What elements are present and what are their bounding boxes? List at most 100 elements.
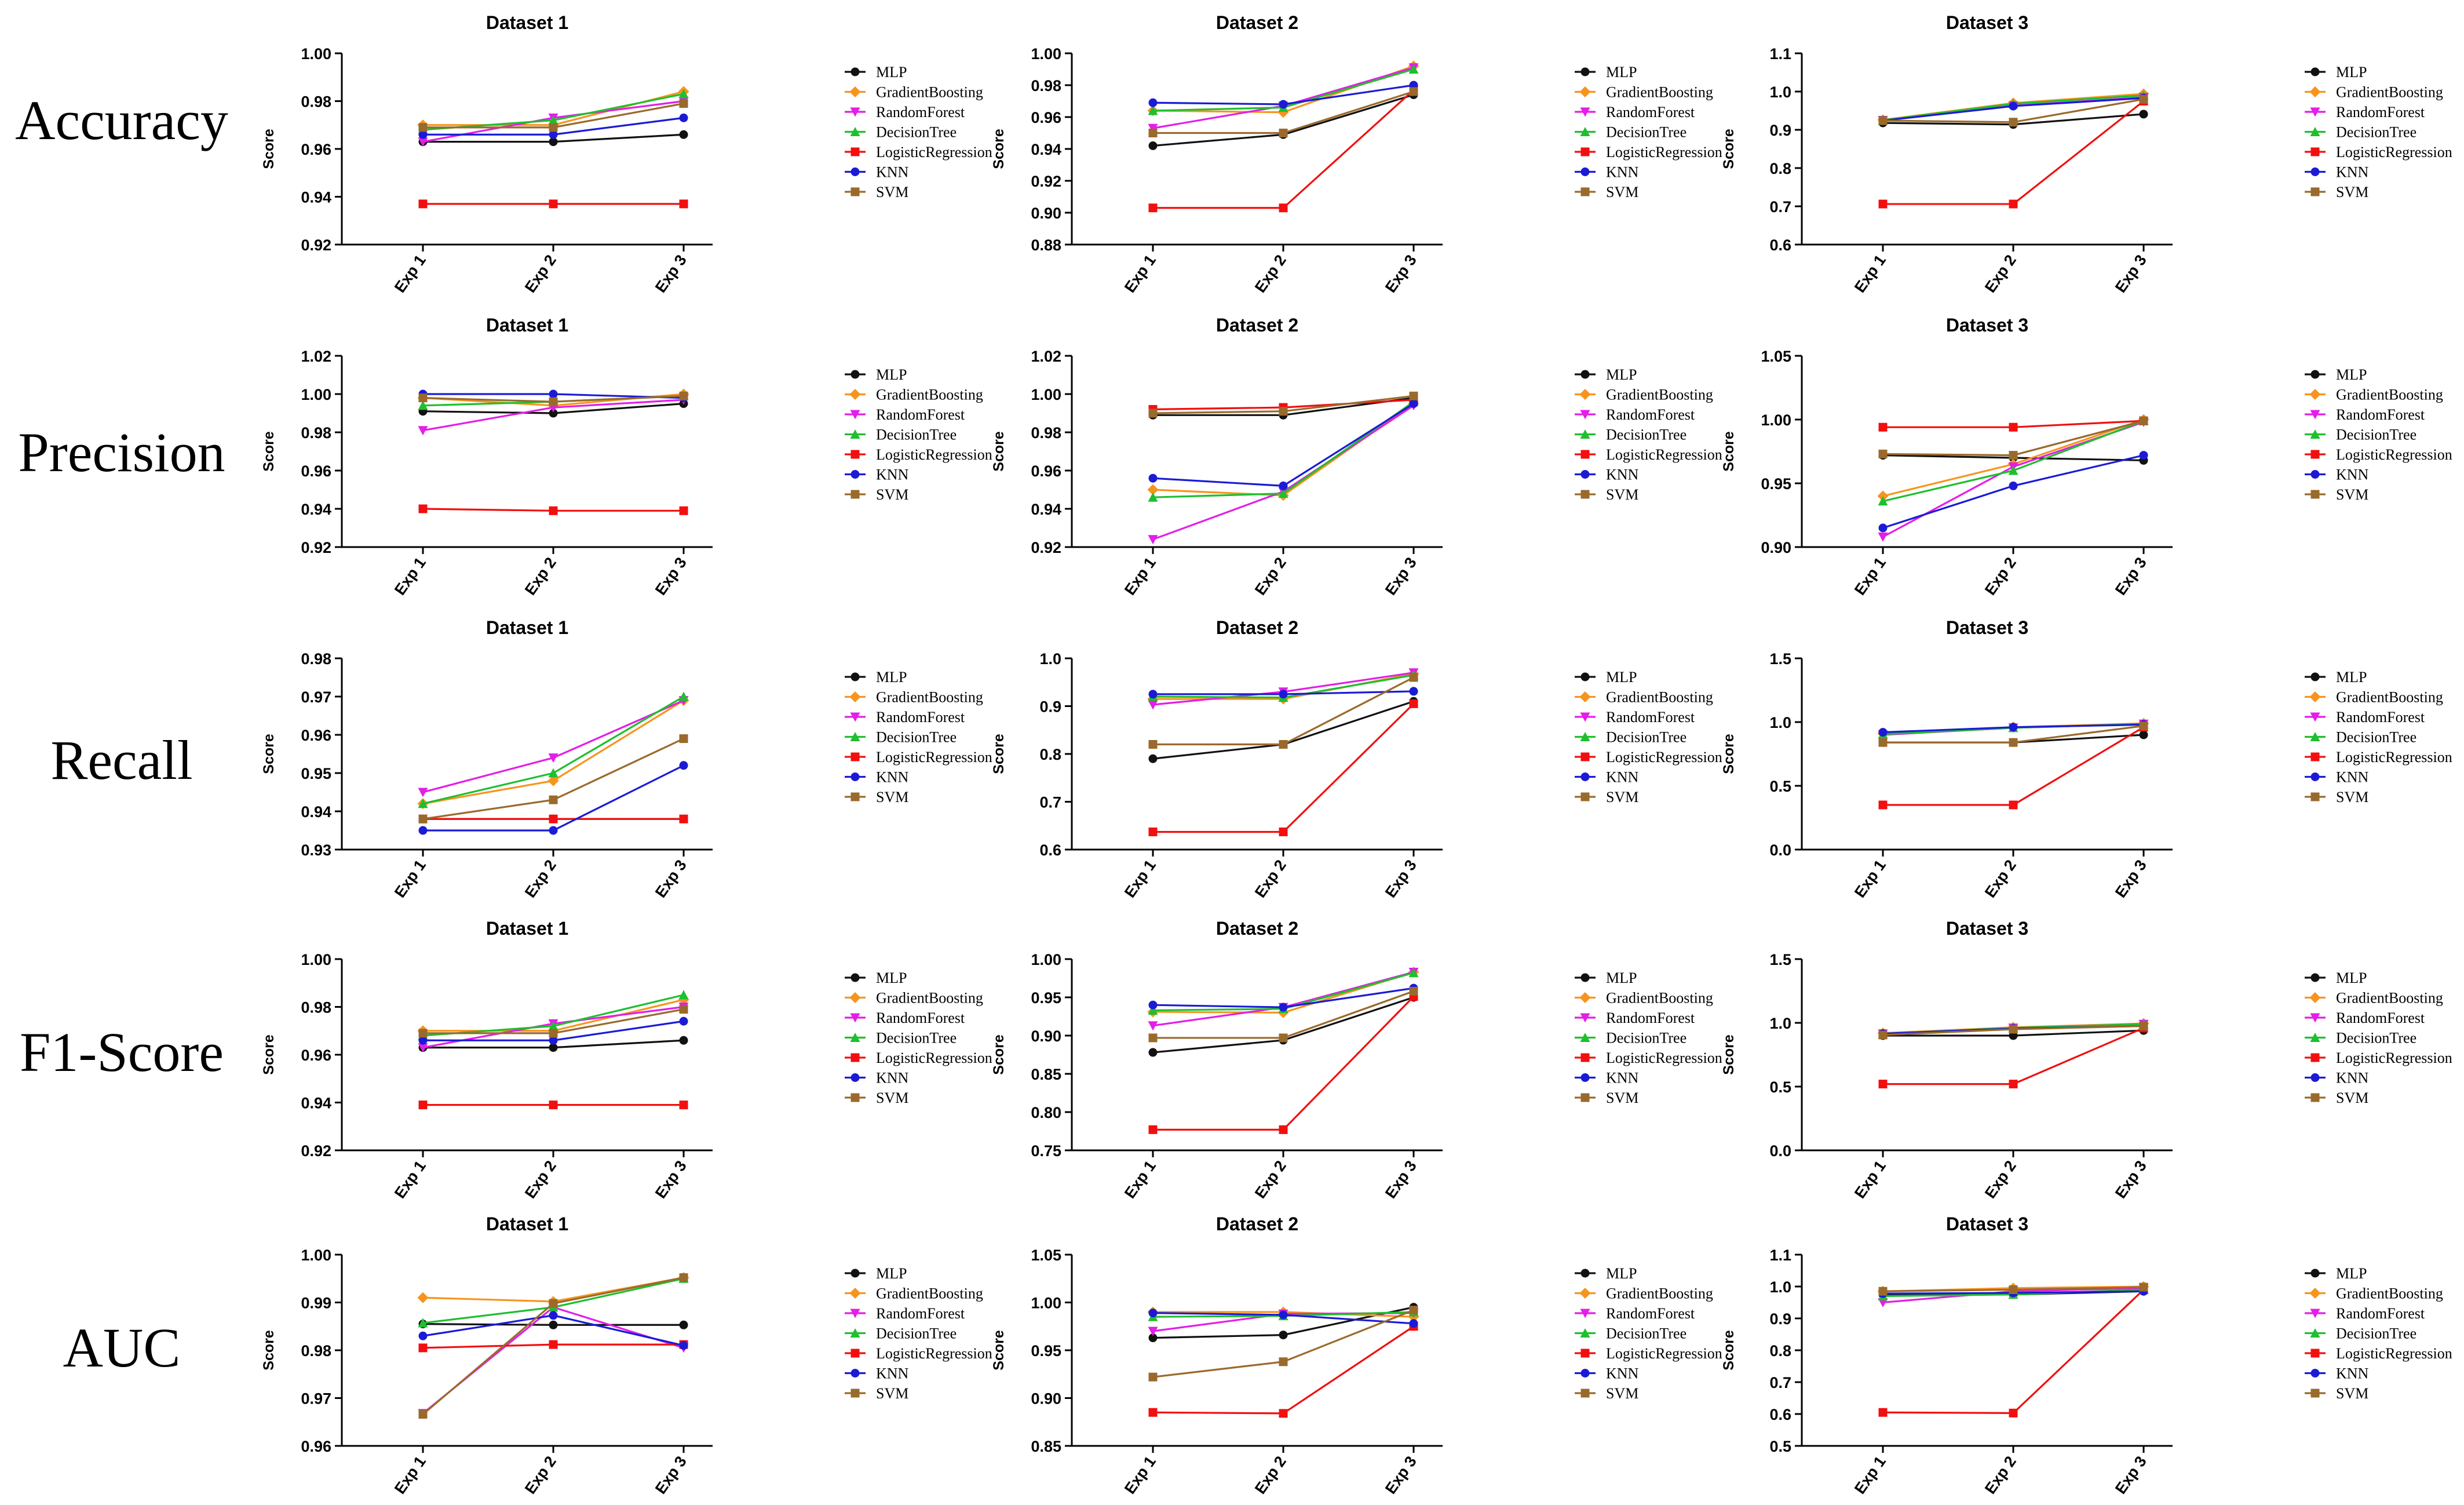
legend-marker-svm: [850, 792, 860, 801]
y-tick-label: 0.6: [1039, 841, 1061, 859]
y-tick-label: 0.93: [301, 841, 331, 859]
y-tick-label: 0.99: [301, 1295, 331, 1312]
legend-label-gradientboosting: GradientBoosting: [876, 689, 983, 706]
y-tick-label: 0.85: [1031, 1066, 1061, 1083]
legend-marker-svm: [2310, 792, 2320, 801]
chart-precision-dataset-1: Dataset 1 0.92 0.94 0.96 0.98 1.00 1.02 Score Ex…: [261, 315, 992, 598]
data-point-mlp: [2139, 730, 2148, 739]
chart-title: Dataset 2: [1216, 617, 1298, 638]
legend-label-gradientboosting: GradientBoosting: [1606, 1285, 1713, 1302]
data-point-randomforest: [1148, 535, 1158, 545]
data-point-knn: [1279, 1310, 1288, 1320]
data-point-decisiontree: [418, 1318, 428, 1328]
legend-label-knn: KNN: [2336, 769, 2369, 786]
y-tick-label: 0.9: [1039, 698, 1061, 716]
legend-label-decisiontree: DecisionTree: [1606, 729, 1687, 746]
data-point-svm: [2139, 94, 2148, 104]
x-tick-label: Exp 2: [521, 1453, 560, 1497]
data-point-randomforest: [1148, 1021, 1158, 1031]
legend-marker-mlp: [850, 672, 860, 682]
chart-accuracy-dataset-1: Dataset 1 0.92 0.94 0.96 0.98 1.00 Score Exp 1 E…: [261, 12, 992, 296]
legend-label-svm: SVM: [2336, 184, 2368, 201]
chart-precision-dataset-3: Dataset 3 0.90 0.95 1.00 1.05 Score Exp 1 Exp 2…: [1721, 315, 2452, 598]
legend-label-logisticregression: LogisticRegression: [876, 1345, 992, 1362]
legend-marker-mlp: [850, 67, 860, 76]
y-tick-label: 0.98: [301, 1342, 331, 1360]
data-point-svm: [1148, 740, 1158, 749]
data-point-svm: [1409, 986, 1418, 996]
data-point-svm: [1148, 1372, 1158, 1382]
data-point-gradientboosting: [417, 1292, 429, 1303]
legend-label-mlp: MLP: [876, 669, 907, 686]
legend-label-mlp: MLP: [876, 366, 907, 383]
legend-label-knn: KNN: [1606, 769, 1639, 786]
x-tick-label: Exp 1: [1851, 1157, 1889, 1201]
data-point-mlp: [549, 1043, 558, 1052]
data-point-randomforest: [418, 426, 428, 436]
legend-label-logisticregression: LogisticRegression: [1606, 1345, 1722, 1362]
data-point-svm: [679, 99, 688, 108]
legend-marker-knn: [2310, 167, 2320, 176]
legend-marker-decisiontree: [850, 127, 860, 136]
legend-marker-logisticregression: [1580, 752, 1590, 761]
data-point-logisticregression: [549, 506, 558, 515]
legend-marker-gradientboosting: [2309, 86, 2321, 97]
chart-title: Dataset 2: [1216, 1214, 1298, 1234]
data-point-mlp: [1279, 1331, 1288, 1340]
y-tick-label: 0.95: [1031, 989, 1061, 1007]
data-point-logisticregression: [549, 1340, 558, 1349]
data-point-svm: [1409, 391, 1418, 400]
data-point-knn: [549, 826, 558, 835]
y-axis-label: Score: [261, 1330, 277, 1371]
y-tick-label: 1.1: [1769, 45, 1791, 63]
y-tick-label: 0.95: [1761, 475, 1791, 493]
legend-label-knn: KNN: [876, 1070, 909, 1087]
legend-label-logisticregression: LogisticRegression: [1606, 144, 1722, 161]
legend-marker-logisticregression: [850, 450, 860, 459]
legend-marker-knn: [2310, 1369, 2320, 1378]
y-tick-label: 1.00: [301, 1247, 331, 1264]
data-point-randomforest: [418, 137, 428, 147]
legend-marker-randomforest: [850, 410, 860, 420]
legend-marker-logisticregression: [850, 1053, 860, 1062]
legend-marker-randomforest: [850, 712, 860, 722]
data-point-logisticregression: [1279, 203, 1288, 213]
series-line-logisticregression: [1152, 1325, 1414, 1415]
legend-label-knn: KNN: [2336, 164, 2369, 181]
data-point-knn: [1279, 690, 1288, 699]
legend-marker-svm: [1580, 792, 1590, 801]
x-tick-label: Exp 2: [1981, 554, 2020, 598]
data-point-decisiontree: [1408, 968, 1419, 978]
legend-marker-gradientboosting: [849, 389, 861, 400]
legend-label-decisiontree: DecisionTree: [1606, 427, 1687, 443]
series-line-logisticregression: [1882, 1289, 2145, 1414]
legend-marker-randomforest: [1580, 1309, 1590, 1318]
legend-marker-decisiontree: [2310, 1033, 2320, 1042]
data-point-knn: [2009, 101, 2018, 111]
x-tick-label: Exp 3: [1382, 252, 1420, 296]
data-point-svm: [418, 393, 428, 403]
y-tick-label: 0.94: [301, 1095, 331, 1112]
x-tick-label: Exp 2: [1251, 1453, 1290, 1497]
legend-label-gradientboosting: GradientBoosting: [2336, 689, 2443, 706]
data-point-logisticregression: [1878, 422, 1888, 432]
data-point-svm: [549, 1299, 558, 1308]
legend-label-gradientboosting: GradientBoosting: [2336, 84, 2443, 101]
x-tick-label: Exp 1: [1121, 1453, 1159, 1497]
data-point-mlp: [549, 1320, 558, 1329]
y-axis-label: Score: [261, 1034, 277, 1075]
y-tick-label: 0.96: [301, 141, 331, 158]
data-point-knn: [1279, 481, 1288, 490]
y-tick-label: 0.8: [1039, 746, 1061, 763]
y-tick-label: 1.00: [301, 386, 331, 403]
x-tick-label: Exp 3: [652, 1453, 690, 1497]
data-point-svm: [1409, 1306, 1418, 1315]
legend-label-svm: SVM: [876, 184, 908, 201]
legend-label-logisticregression: LogisticRegression: [2336, 1345, 2452, 1362]
data-point-svm: [418, 814, 428, 823]
legend-label-randomforest: RandomForest: [2336, 1305, 2425, 1322]
x-tick-label: Exp 1: [1851, 1453, 1889, 1497]
row-label-precision: Precision: [18, 421, 225, 483]
legend-marker-decisiontree: [850, 429, 860, 439]
